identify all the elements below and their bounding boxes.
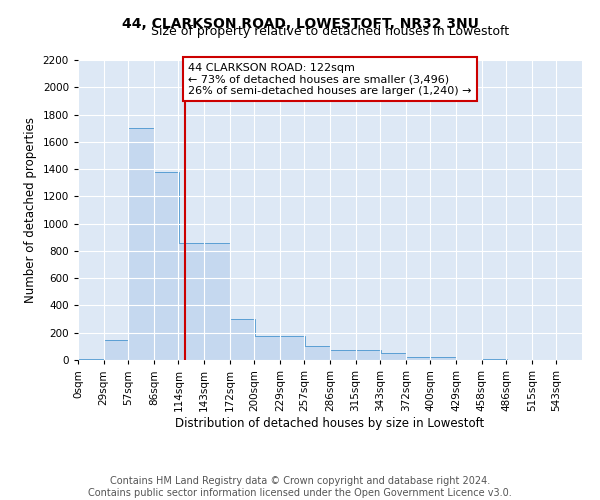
Bar (330, 350, 356, 360)
Bar (230, 319, 255, 360)
Bar (254, 336, 280, 360)
Bar (178, 244, 204, 360)
Bar (204, 244, 230, 360)
Title: Size of property relative to detached houses in Lowestoft: Size of property relative to detached ho… (151, 25, 509, 38)
Bar (104, 340, 129, 360)
Bar (482, 358, 507, 360)
X-axis label: Distribution of detached houses by size in Lowestoft: Distribution of detached houses by size … (175, 416, 485, 430)
Bar (380, 353, 406, 360)
Text: 44, CLARKSON ROAD, LOWESTOFT, NR32 3NU: 44, CLARKSON ROAD, LOWESTOFT, NR32 3NU (122, 18, 478, 32)
Bar (406, 358, 431, 360)
Bar (304, 346, 330, 360)
Bar (154, 172, 179, 360)
Bar (280, 336, 305, 360)
Y-axis label: Number of detached properties: Number of detached properties (24, 117, 37, 303)
Text: 44 CLARKSON ROAD: 122sqm
← 73% of detached houses are smaller (3,496)
26% of sem: 44 CLARKSON ROAD: 122sqm ← 73% of detach… (188, 62, 472, 96)
Bar (430, 358, 456, 360)
Bar (78, 358, 104, 360)
Text: Contains HM Land Registry data © Crown copyright and database right 2024.
Contai: Contains HM Land Registry data © Crown c… (88, 476, 512, 498)
Bar (128, 128, 154, 360)
Bar (356, 350, 381, 360)
